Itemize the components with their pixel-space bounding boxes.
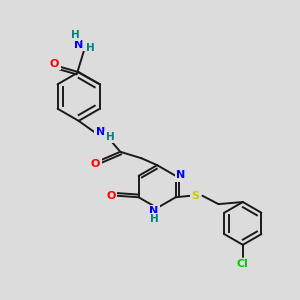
- Text: N: N: [74, 40, 83, 50]
- Text: N: N: [149, 206, 158, 216]
- Text: H: H: [106, 132, 115, 142]
- Text: S: S: [192, 191, 200, 201]
- Text: Cl: Cl: [237, 259, 249, 269]
- Text: O: O: [50, 58, 59, 68]
- Text: H: H: [86, 43, 95, 53]
- Text: H: H: [71, 30, 80, 40]
- Text: O: O: [106, 191, 116, 201]
- Text: N: N: [176, 170, 186, 180]
- Text: N: N: [96, 127, 105, 137]
- Text: O: O: [91, 159, 100, 169]
- Text: H: H: [150, 214, 159, 224]
